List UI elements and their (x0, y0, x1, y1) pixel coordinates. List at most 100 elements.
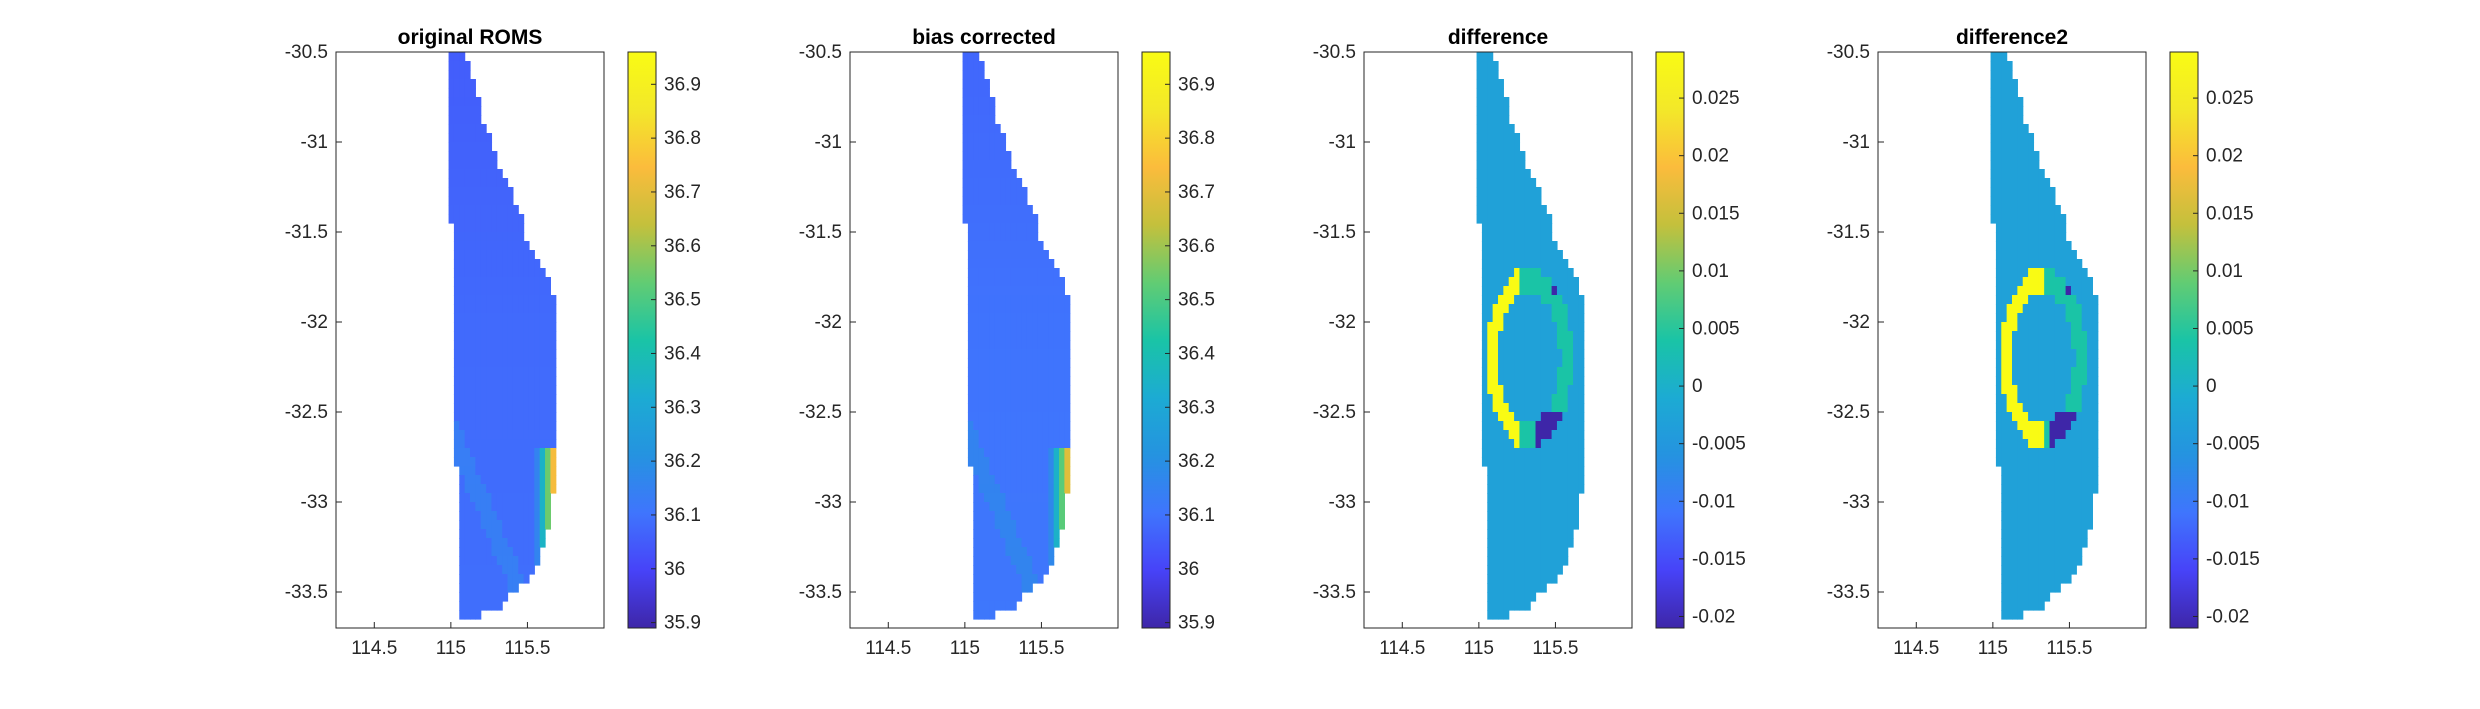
heatmap-cell (962, 97, 969, 107)
heatmap-cell (1573, 466, 1579, 476)
heatmap-cell (2033, 574, 2040, 584)
heatmap-cell (459, 133, 466, 143)
heatmap-cell (1037, 511, 1044, 521)
heatmap-cell (459, 205, 466, 215)
heatmap-cell (464, 403, 471, 413)
heatmap-cell (2022, 430, 2029, 440)
heatmap-cell (1037, 403, 1044, 413)
heatmap-cell (1578, 412, 1585, 422)
heatmap-cell (2044, 223, 2051, 233)
heatmap-cell (989, 520, 996, 530)
heatmap-cell (2012, 457, 2018, 467)
heatmap-cell (1000, 142, 1007, 152)
heatmap-cell (1032, 421, 1039, 431)
heatmap-cell (1995, 349, 2002, 359)
heatmap-cell (967, 331, 974, 341)
heatmap-cell (486, 556, 493, 566)
heatmap-cell (1032, 493, 1039, 503)
heatmap-cell (1514, 466, 1521, 476)
heatmap-cell (2006, 106, 2013, 116)
heatmap-cell (1000, 385, 1007, 395)
heatmap-cell (1535, 493, 1542, 503)
heatmap-cell (1535, 583, 1542, 593)
heatmap-cell (459, 538, 466, 548)
heatmap-cell (967, 376, 974, 386)
heatmap-cell (967, 205, 974, 215)
heatmap-cell (2049, 538, 2056, 548)
heatmap-cell (464, 277, 471, 287)
heatmap-cell (1498, 385, 1504, 395)
heatmap-cell (1498, 412, 1504, 422)
heatmap-cell (1059, 313, 1065, 323)
heatmap-cell (1573, 277, 1579, 287)
heatmap-cell (545, 277, 551, 287)
heatmap-cell (2049, 502, 2056, 512)
heatmap-cell (1551, 313, 1558, 323)
heatmap-cell (1546, 385, 1553, 395)
heatmap-cell (1519, 367, 1526, 377)
heatmap-cell (491, 403, 498, 413)
heatmap-cell (523, 268, 530, 278)
y-tick-label: -31.5 (1827, 222, 1870, 243)
heatmap-cell (2054, 331, 2061, 341)
heatmap-cell (1476, 115, 1483, 125)
heatmap-cell (2070, 421, 2077, 431)
heatmap-cell (2038, 493, 2045, 503)
heatmap-cell (2054, 448, 2061, 458)
heatmap-cell (973, 304, 980, 314)
heatmap-cell (1514, 313, 1521, 323)
heatmap-cell (1048, 313, 1055, 323)
heatmap-cell (1005, 601, 1012, 611)
heatmap-cell (2087, 385, 2093, 395)
heatmap-cell (967, 322, 974, 332)
heatmap-cell (2049, 322, 2056, 332)
heatmap-cell (978, 331, 985, 341)
heatmap-cell (2044, 214, 2051, 224)
heatmap-cell (2054, 511, 2061, 521)
heatmap-cell (539, 421, 546, 431)
heatmap-cell (978, 475, 985, 485)
heatmap-cell (984, 124, 990, 134)
heatmap-cell (1032, 466, 1039, 476)
heatmap-cell (502, 448, 509, 458)
heatmap-cell (523, 466, 530, 476)
heatmap-cell (1551, 322, 1558, 332)
heatmap-cell (1995, 439, 2002, 449)
heatmap-cell (470, 583, 476, 593)
heatmap-cell (984, 421, 990, 431)
heatmap-cell (1519, 277, 1526, 287)
heatmap-cell (459, 304, 466, 314)
heatmap-cell (2001, 430, 2008, 440)
heatmap-cell (507, 511, 514, 521)
heatmap-cell (486, 331, 493, 341)
heatmap-cell (2044, 205, 2051, 215)
heatmap-cell (512, 475, 519, 485)
heatmap-cell (1053, 295, 1060, 305)
heatmap-cell (2054, 376, 2061, 386)
heatmap-cell (464, 484, 471, 494)
heatmap-cell (2022, 403, 2029, 413)
heatmap-cell (1508, 457, 1515, 467)
heatmap-cell (1000, 421, 1007, 431)
heatmap-cell (2028, 349, 2035, 359)
heatmap-cell (1508, 556, 1515, 566)
heatmap-cell (2044, 196, 2051, 206)
heatmap-cell (1042, 286, 1049, 296)
heatmap-cell (2092, 430, 2099, 440)
heatmap-cell (1042, 493, 1049, 503)
heatmap-cell (1519, 421, 1526, 431)
heatmap-cell (2006, 97, 2013, 107)
heatmap-cell (1540, 565, 1547, 575)
heatmap-cell (464, 610, 471, 620)
heatmap-cell (1021, 376, 1028, 386)
heatmap-cell (2022, 358, 2029, 368)
heatmap-cell (512, 520, 519, 530)
heatmap-cell (1000, 466, 1007, 476)
heatmap-cell (502, 592, 509, 602)
heatmap-cell (2076, 367, 2083, 377)
heatmap-cell (523, 511, 530, 521)
heatmap-cell (2038, 475, 2045, 485)
heatmap-cell (1990, 115, 1997, 125)
heatmap-cell (2017, 484, 2024, 494)
heatmap-cell (2033, 601, 2040, 611)
